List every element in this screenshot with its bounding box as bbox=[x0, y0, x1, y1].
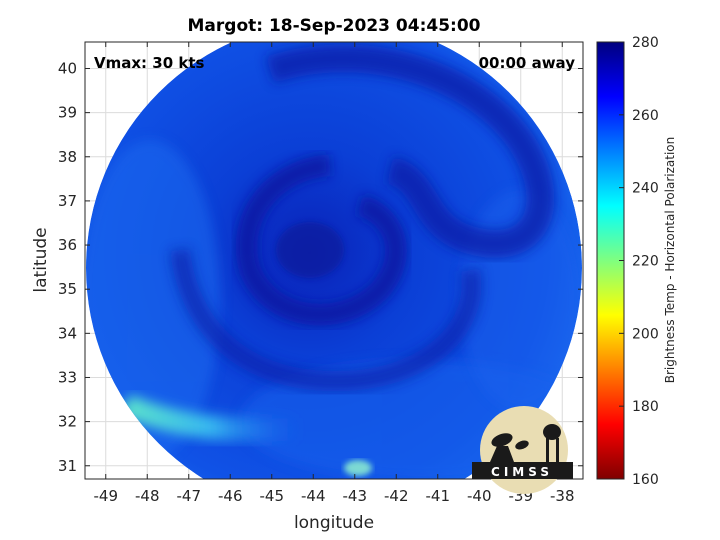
x-tick-label: -49 bbox=[94, 487, 119, 505]
x-tick-label: -38 bbox=[550, 487, 575, 505]
colorbar-tick-label: 200 bbox=[632, 326, 659, 342]
y-tick-label: 37 bbox=[58, 192, 77, 210]
time-away-annotation: 00:00 away bbox=[479, 54, 576, 72]
x-tick-label: -41 bbox=[426, 487, 451, 505]
x-tick-label: -48 bbox=[135, 487, 160, 505]
y-axis-ticks: 31 32 33 34 35 36 37 38 39 40 bbox=[58, 59, 583, 475]
x-tick-label: -46 bbox=[218, 487, 243, 505]
y-tick-label: 40 bbox=[58, 59, 77, 77]
x-tick-label: -43 bbox=[343, 487, 368, 505]
colorbar-tick-label: 160 bbox=[632, 472, 659, 488]
colorbar-tick-label: 180 bbox=[632, 399, 659, 415]
y-tick-label: 36 bbox=[58, 236, 77, 254]
x-axis-ticks: -49 -48 -47 -46 -45 -44 -43 -42 -41 -40 -39 -38 bbox=[94, 42, 575, 505]
y-tick-label: 33 bbox=[58, 368, 77, 386]
colorbar-tick-label: 240 bbox=[632, 181, 659, 197]
y-tick-label: 38 bbox=[58, 148, 77, 166]
brightness-temp-swath bbox=[86, 42, 582, 479]
y-tick-label: 31 bbox=[58, 457, 77, 475]
colorbar-tick-label: 220 bbox=[632, 254, 659, 270]
x-tick-label: -40 bbox=[467, 487, 492, 505]
colorbar-ticks: 160 180 200 220 240 260 280 bbox=[619, 35, 659, 488]
colorbar-label: Brightness Temp - Horizontal Polarizatio… bbox=[663, 137, 677, 384]
y-axis-label: latitude bbox=[31, 227, 51, 292]
y-tick-label: 35 bbox=[58, 280, 77, 298]
x-tick-label: -42 bbox=[384, 487, 409, 505]
vmax-annotation: Vmax: 30 kts bbox=[94, 54, 204, 72]
y-tick-label: 32 bbox=[58, 413, 77, 431]
x-tick-label: -47 bbox=[177, 487, 202, 505]
colorbar-tick-label: 280 bbox=[632, 35, 659, 51]
axes-frame bbox=[84, 41, 584, 480]
chart-title: Margot: 18-Sep-2023 04:45:00 bbox=[188, 16, 481, 36]
x-tick-label: -45 bbox=[260, 487, 285, 505]
colorbar-tick-label: 260 bbox=[632, 108, 659, 124]
cimss-logo-text: CIMSS bbox=[491, 465, 553, 479]
cimss-logo: CIMSS bbox=[472, 406, 573, 494]
x-axis-label: longitude bbox=[294, 513, 374, 533]
y-tick-label: 39 bbox=[58, 104, 77, 122]
y-tick-label: 34 bbox=[58, 324, 77, 342]
x-tick-label: -44 bbox=[301, 487, 326, 505]
